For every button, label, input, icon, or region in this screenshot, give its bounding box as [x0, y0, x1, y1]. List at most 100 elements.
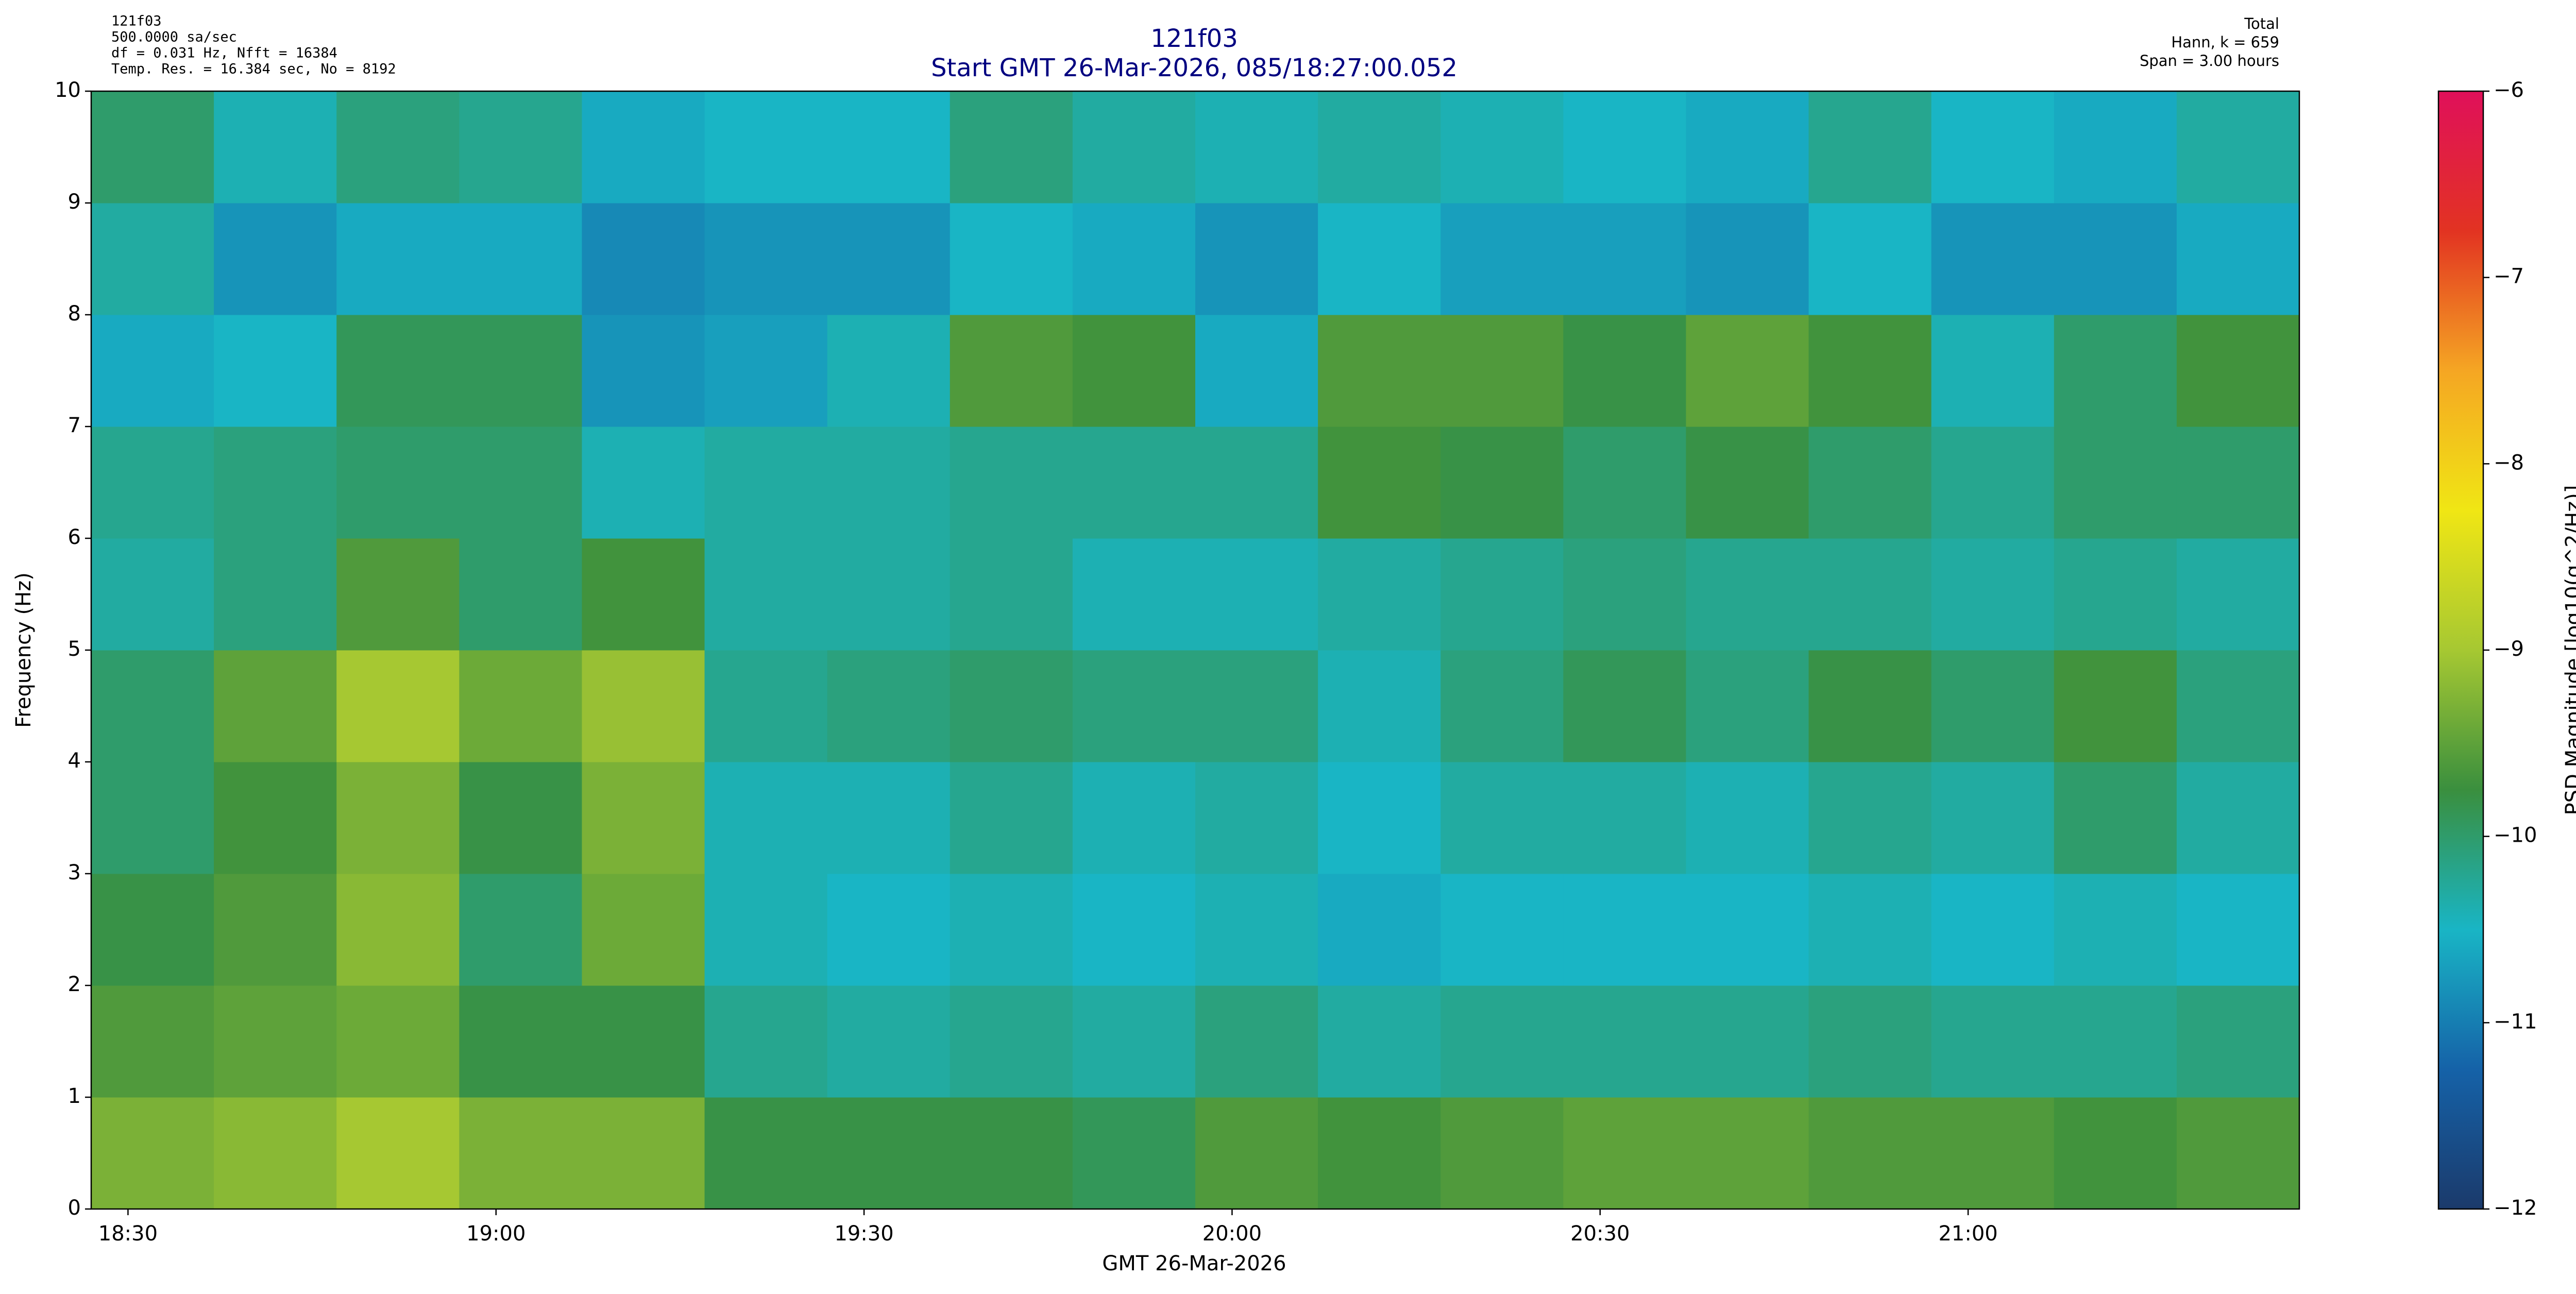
heatmap-cell	[459, 985, 582, 1098]
heatmap-cell	[1318, 1097, 1441, 1210]
heatmap-cell	[1686, 91, 1809, 203]
heatmap-cell	[582, 427, 705, 539]
heatmap-cell	[1686, 762, 1809, 874]
heatmap-cell	[1440, 985, 1564, 1098]
heatmap-cell	[91, 762, 214, 874]
heatmap-cell	[1808, 985, 1932, 1098]
heatmap-cell	[336, 91, 460, 203]
x-tick-label: 20:30	[1570, 1222, 1630, 1246]
info-text: Total	[2244, 15, 2279, 32]
heatmap-cell	[1195, 91, 1318, 203]
heatmap-cell	[91, 538, 214, 651]
heatmap-cell	[1563, 427, 1686, 539]
heatmap-cell	[1563, 538, 1686, 651]
heatmap-cell	[336, 874, 460, 986]
heatmap-cell	[704, 1097, 828, 1210]
heatmap-cell	[1318, 538, 1441, 651]
heatmap-cell	[827, 427, 951, 539]
heatmap-cell	[1440, 650, 1564, 762]
y-tick-label: 4	[68, 749, 81, 773]
colorbar	[2437, 90, 2484, 1210]
heatmap-cell	[214, 91, 337, 203]
heatmap-cell	[214, 315, 337, 427]
heatmap-cell	[1931, 203, 2055, 315]
heatmap-cell	[91, 315, 214, 427]
heatmap-cell	[1440, 762, 1564, 874]
heatmap-cell	[1686, 985, 1809, 1098]
heatmap-cell	[1195, 538, 1318, 651]
heatmap-cell	[91, 427, 214, 539]
heatmap-cell	[582, 538, 705, 651]
heatmap-cell	[1931, 874, 2055, 986]
heatmap-cell	[91, 91, 214, 203]
x-axis-label: GMT 26-Mar-2026	[1102, 1252, 1286, 1275]
heatmap-cell	[1563, 203, 1686, 315]
heatmap-cell	[1563, 91, 1686, 203]
heatmap-cell	[459, 762, 582, 874]
heatmap-cell	[1563, 1097, 1686, 1210]
heatmap-cell	[1686, 538, 1809, 651]
heatmap-cell	[1318, 985, 1441, 1098]
heatmap-cell	[1195, 203, 1318, 315]
y-tick-label: 10	[55, 78, 81, 102]
heatmap-cell	[1072, 538, 1196, 651]
heatmap-cell	[2054, 427, 2177, 539]
heatmap-cell	[214, 427, 337, 539]
heatmap-cell	[950, 203, 1073, 315]
heatmap-cell	[336, 538, 460, 651]
colorbar-tick-label: −11	[2494, 1010, 2537, 1033]
heatmap-cell	[459, 427, 582, 539]
y-tick-label: 5	[68, 637, 81, 661]
heatmap-cell	[1440, 874, 1564, 986]
heatmap-cell	[1195, 315, 1318, 427]
heatmap-cell	[1318, 874, 1441, 986]
heatmap-cell	[2176, 91, 2300, 203]
heatmap-cell	[459, 91, 582, 203]
heatmap-cell	[2176, 650, 2300, 762]
heatmap-cell	[1440, 538, 1564, 651]
heatmap-cell	[1686, 1097, 1809, 1210]
heatmap-cell	[459, 538, 582, 651]
heatmap-cell	[582, 315, 705, 427]
heatmap-cell	[1931, 762, 2055, 874]
y-tick-label: 2	[68, 973, 81, 996]
heatmap-cell	[214, 762, 337, 874]
heatmap-cell	[1072, 650, 1196, 762]
heatmap-cell	[582, 874, 705, 986]
heatmap-cell	[1563, 315, 1686, 427]
heatmap-cell	[950, 538, 1073, 651]
heatmap-cell	[336, 203, 460, 315]
info-text: Temp. Res. = 16.384 sec, No = 8192	[111, 61, 396, 77]
heatmap-cell	[1808, 315, 1932, 427]
heatmap-cell	[1440, 427, 1564, 539]
heatmap-cell	[582, 985, 705, 1098]
heatmap-cell	[1318, 762, 1441, 874]
heatmap-cell	[1440, 1097, 1564, 1210]
heatmap-cell	[704, 874, 828, 986]
y-axis-label: Frequency (Hz)	[12, 572, 36, 728]
colorbar-label: PSD Magnitude [log10(g^2/Hz)]	[2562, 485, 2576, 815]
x-tick-label: 21:00	[1938, 1222, 1997, 1246]
heatmap-cell	[459, 874, 582, 986]
heatmap-cell	[827, 91, 951, 203]
heatmap-cell	[1072, 203, 1196, 315]
heatmap-cell	[459, 315, 582, 427]
heatmap-cell	[1931, 91, 2055, 203]
heatmap-cell	[1072, 874, 1196, 986]
chart-title: 121f03	[1150, 24, 1238, 53]
heatmap-cell	[1072, 315, 1196, 427]
heatmap-cell	[1195, 427, 1318, 539]
heatmap-cell	[1318, 203, 1441, 315]
heatmap-cell	[214, 1097, 337, 1210]
heatmap-cell	[2054, 315, 2177, 427]
x-tick-label: 20:00	[1202, 1222, 1262, 1246]
heatmap-cell	[950, 985, 1073, 1098]
heatmap-cell	[91, 650, 214, 762]
heatmap-cell	[1931, 985, 2055, 1098]
heatmap-cell	[827, 650, 951, 762]
heatmap-cell	[950, 1097, 1073, 1210]
heatmap-cell	[1686, 650, 1809, 762]
heatmap-cell	[2054, 874, 2177, 986]
heatmap-cell	[459, 650, 582, 762]
